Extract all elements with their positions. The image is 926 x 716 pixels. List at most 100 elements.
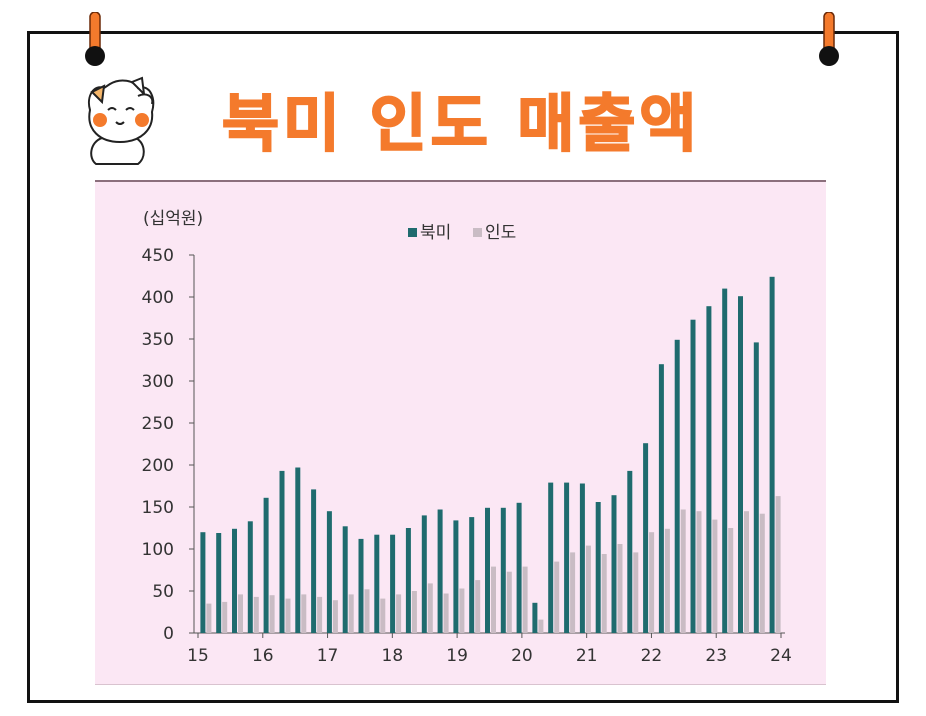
bars [200, 276, 781, 633]
bar-india-31 [696, 511, 702, 633]
bar-north-america-0 [200, 532, 206, 633]
bar-north-america-13 [405, 528, 411, 633]
bar-chart: (십억원) 북미 인도 050100150200250300350400450 … [142, 209, 792, 666]
bar-india-24 [585, 545, 591, 633]
bar-india-7 [317, 596, 323, 633]
bar-north-america-27 [627, 470, 633, 633]
bar-north-america-29 [658, 364, 664, 633]
bar-india-35 [759, 513, 765, 633]
x-tick-label: 20 [511, 646, 533, 666]
bar-north-america-6 [295, 467, 301, 633]
x-tick-label: 24 [770, 646, 792, 666]
bar-india-30 [680, 509, 686, 633]
bar-north-america-20 [516, 502, 522, 633]
bar-north-america-23 [564, 482, 570, 633]
bar-north-america-30 [674, 339, 680, 633]
bar-india-11 [380, 598, 386, 633]
bar-india-19 [506, 571, 512, 633]
y-tick-label: 150 [142, 498, 174, 518]
bar-north-america-32 [706, 306, 712, 633]
chart-panel: (십억원) 북미 인도 0 50 100 150 200 250 300 350 400 450 … [95, 180, 826, 685]
y-unit-label: (십억원) [143, 209, 203, 229]
bar-north-america-34 [738, 296, 743, 633]
bar-india-16 [459, 588, 465, 633]
y-tick-label: 350 [142, 330, 174, 350]
bar-north-america-8 [326, 511, 332, 633]
legend-label-north-america: 북미 [420, 223, 451, 243]
bar-north-america-12 [390, 534, 396, 633]
legend-label-india: 인도 [485, 223, 516, 243]
bar-north-america-36 [769, 276, 775, 633]
pin-icon-left [85, 12, 105, 66]
bar-north-america-3 [247, 521, 253, 633]
y-tick-label: 250 [142, 414, 174, 434]
x-tick-label: 18 [382, 646, 404, 666]
page-title: 북미 인도 매출액 [221, 86, 701, 161]
x-axis: 15 16 17 18 19 20 21 22 23 24 [187, 632, 792, 666]
bar-india-14 [427, 583, 433, 633]
bar-india-0 [206, 603, 212, 633]
bar-north-america-15 [437, 509, 443, 633]
bar-north-america-33 [722, 288, 728, 633]
bar-india-25 [601, 554, 607, 633]
bar-north-america-25 [595, 502, 601, 633]
bar-north-america-16 [453, 520, 459, 633]
bar-india-10 [364, 589, 370, 633]
bar-north-america-24 [579, 483, 585, 633]
bar-north-america-9 [342, 526, 348, 633]
bar-north-america-18 [485, 507, 490, 633]
bar-india-22 [554, 561, 560, 633]
legend: 북미 인도 [408, 223, 516, 243]
bar-north-america-4 [263, 497, 269, 633]
x-tick-label: 15 [187, 646, 209, 666]
bar-india-8 [332, 600, 338, 633]
y-axis: 0 50 100 150 200 250 300 350 400 450 [142, 246, 195, 644]
bar-india-3 [253, 596, 259, 633]
legend-swatch-north-america [408, 228, 417, 237]
x-tick-label: 21 [576, 646, 598, 666]
bar-india-32 [712, 519, 718, 633]
bar-north-america-10 [358, 538, 364, 633]
pin-icon-right [819, 12, 839, 66]
bar-india-28 [649, 532, 655, 633]
bar-india-27 [633, 552, 639, 633]
bar-india-17 [475, 580, 481, 633]
legend-swatch-india [473, 228, 482, 237]
x-tick-label: 23 [705, 646, 727, 666]
y-tick-label: 100 [142, 540, 174, 560]
bar-north-america-31 [690, 319, 696, 633]
x-tick-label: 17 [317, 646, 339, 666]
bar-north-america-2 [232, 528, 237, 633]
bar-north-america-7 [311, 489, 317, 633]
bar-india-9 [348, 594, 354, 633]
bar-north-america-35 [753, 342, 759, 633]
bar-india-34 [744, 511, 749, 633]
bar-india-2 [238, 594, 243, 633]
bar-india-15 [443, 593, 449, 633]
bar-india-33 [728, 528, 734, 633]
bar-north-america-19 [500, 507, 506, 633]
y-tick-label: 400 [142, 288, 174, 308]
bar-north-america-14 [421, 515, 427, 633]
y-tick-label: 450 [142, 246, 174, 266]
bar-north-america-28 [643, 443, 649, 633]
bar-india-21 [538, 619, 544, 633]
bar-india-18 [491, 566, 496, 633]
bar-india-12 [396, 594, 402, 633]
y-tick-label: 200 [142, 456, 174, 476]
bar-north-america-26 [611, 495, 617, 633]
bar-india-1 [222, 601, 228, 633]
bar-india-13 [411, 591, 417, 633]
bar-india-6 [301, 594, 307, 633]
bar-north-america-11 [374, 534, 380, 633]
x-tick-label: 16 [252, 646, 274, 666]
bar-india-23 [570, 552, 576, 633]
bar-india-26 [617, 544, 623, 633]
bar-north-america-5 [279, 470, 285, 633]
bar-india-20 [522, 566, 528, 633]
bar-north-america-17 [469, 517, 475, 633]
bar-india-4 [269, 595, 275, 633]
y-tick-label: 50 [152, 582, 174, 602]
bar-india-5 [285, 598, 291, 633]
bar-india-29 [664, 528, 670, 633]
